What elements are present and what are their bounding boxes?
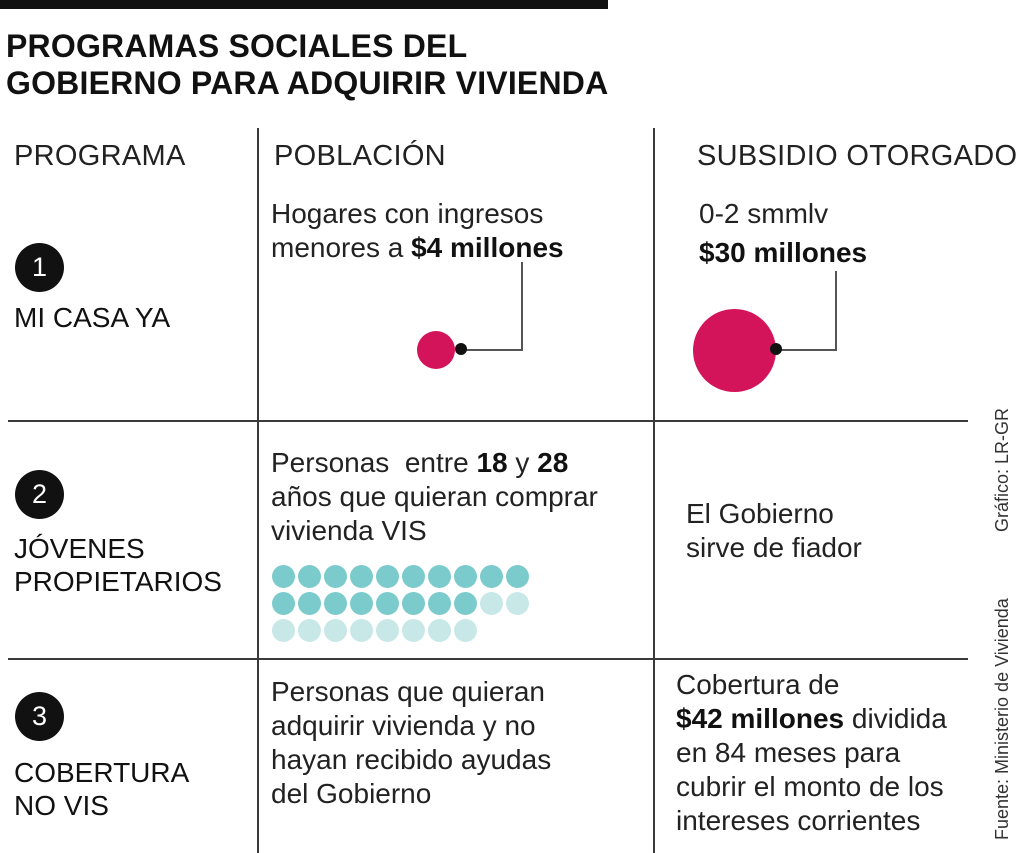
subsidy-3-line-1: Cobertura de <box>676 669 840 700</box>
subsidy-leader-dot <box>770 343 782 355</box>
person-icon <box>298 592 321 615</box>
population-2-line-2: años que quieran comprar <box>271 481 598 512</box>
subsidy-leader-line <box>776 271 837 351</box>
subsidy-3-line-5: intereses corrientes <box>676 805 921 836</box>
graphic-credit: Gráfico: LR-GR <box>992 407 1012 532</box>
subsidy-bubble-large <box>693 309 776 392</box>
person-icon <box>324 592 347 615</box>
population-text-1: Hogares con ingresos menores a $4 millon… <box>271 197 564 265</box>
program-name-3-line-1: COBERTURA <box>14 757 190 788</box>
subsidy-amount-1: $30 millones <box>699 237 868 268</box>
people-row-1 <box>272 565 529 588</box>
population-1-line-2: menores a $4 millones <box>271 231 564 265</box>
divider-row-1 <box>8 420 968 422</box>
person-icon <box>350 592 373 615</box>
person-icon <box>272 592 295 615</box>
subsidy-range-1: 0-2 smmlv <box>699 198 829 229</box>
program-name-3: COBERTURA NO VIS <box>14 756 189 822</box>
subsidy-3-line-3: en 84 meses para <box>676 737 901 768</box>
person-icon-light <box>324 619 347 642</box>
people-row-3 <box>272 619 477 642</box>
person-icon <box>506 565 529 588</box>
person-icon-light <box>454 619 477 642</box>
population-leader-dot <box>455 343 467 355</box>
population-leader-line <box>461 262 523 351</box>
title-line-1: PROGRAMAS SOCIALES DEL <box>6 28 468 64</box>
subsidy-3-line-4: cubrir el monto de los <box>676 771 944 802</box>
population-3-line-1: Personas que quieran <box>271 676 545 707</box>
population-3-line-4: del Gobierno <box>271 778 432 809</box>
divider-col-2 <box>653 128 655 853</box>
program-number-3: 3 <box>15 692 64 741</box>
program-name-3-line-2: NO VIS <box>14 790 109 821</box>
age-min: 18 <box>476 447 508 478</box>
program-number-1: 1 <box>15 243 64 292</box>
divider-col-1 <box>257 128 259 853</box>
divider-row-2 <box>8 658 968 660</box>
person-icon <box>324 565 347 588</box>
person-icon-light <box>428 619 451 642</box>
program-name-1: MI CASA YA <box>14 301 170 334</box>
title-line-2: GOBIERNO PARA ADQUIRIR VIVIENDA <box>6 65 609 101</box>
person-icon <box>402 592 425 615</box>
subsidy-2-line-1: El Gobierno <box>686 498 834 529</box>
header-subsidio: SUBSIDIO OTORGADO <box>697 140 1018 172</box>
header-poblacion: POBLACIÓN <box>274 140 446 172</box>
person-icon-light <box>506 592 529 615</box>
program-name-2-line-1: JÓVENES <box>14 533 145 564</box>
subsidy-2-line-2: sirve de fiador <box>686 532 862 563</box>
population-1-line-2-pre: menores a <box>271 232 412 263</box>
subsidy-3-line-2: $42 millones dividida <box>676 702 947 736</box>
population-text-3: Personas que quieran adquirir vivienda y… <box>271 675 551 811</box>
person-icon-light <box>480 592 503 615</box>
person-icon <box>454 565 477 588</box>
program-number-2: 2 <box>15 470 64 519</box>
infographic-title: PROGRAMAS SOCIALES DEL GOBIERNO PARA ADQ… <box>6 28 608 102</box>
population-bubble-small <box>417 331 455 369</box>
population-2-line-3: vivienda VIS <box>271 515 427 546</box>
program-name-2: JÓVENES PROPIETARIOS <box>14 532 222 598</box>
person-icon <box>376 592 399 615</box>
header-programa: PROGRAMA <box>14 140 186 172</box>
program-name-1-line-1: MI CASA YA <box>14 302 171 333</box>
person-icon <box>454 592 477 615</box>
population-3-line-2: adquirir vivienda y no <box>271 710 536 741</box>
population-3-line-3: hayan recibido ayudas <box>271 744 552 775</box>
source-credit: Fuente: Ministerio de Vivienda <box>992 598 1012 840</box>
person-icon-light <box>402 619 425 642</box>
subsidy-3-line-2-rest: dividida <box>844 703 947 734</box>
person-icon <box>376 565 399 588</box>
population-1-line-1: Hogares con ingresos <box>271 198 544 229</box>
subsidy-text-2: El Gobierno sirve de fiador <box>686 497 862 565</box>
person-icon <box>428 592 451 615</box>
population-2-line-1: Personas entre 18 y 28 <box>271 446 598 480</box>
top-rule <box>0 0 608 9</box>
person-icon <box>428 565 451 588</box>
person-icon <box>402 565 425 588</box>
person-icon-light <box>376 619 399 642</box>
person-icon-light <box>350 619 373 642</box>
person-icon <box>350 565 373 588</box>
subsidy-text-3: Cobertura de $42 millones dividida en 84… <box>676 668 947 838</box>
population-2-pre: Personas entre <box>271 447 477 478</box>
coverage-amount: $42 millones <box>676 703 845 734</box>
population-text-2: Personas entre 18 y 28 años que quieran … <box>271 446 598 548</box>
person-icon-light <box>298 619 321 642</box>
person-icon-light <box>272 619 295 642</box>
income-amount: $4 millones <box>411 232 564 263</box>
people-row-2 <box>272 592 529 615</box>
age-max: 28 <box>537 447 569 478</box>
population-2-mid: y <box>507 447 538 478</box>
person-icon <box>480 565 503 588</box>
person-icon <box>272 565 295 588</box>
program-name-2-line-2: PROPIETARIOS <box>14 566 222 597</box>
person-icon <box>298 565 321 588</box>
